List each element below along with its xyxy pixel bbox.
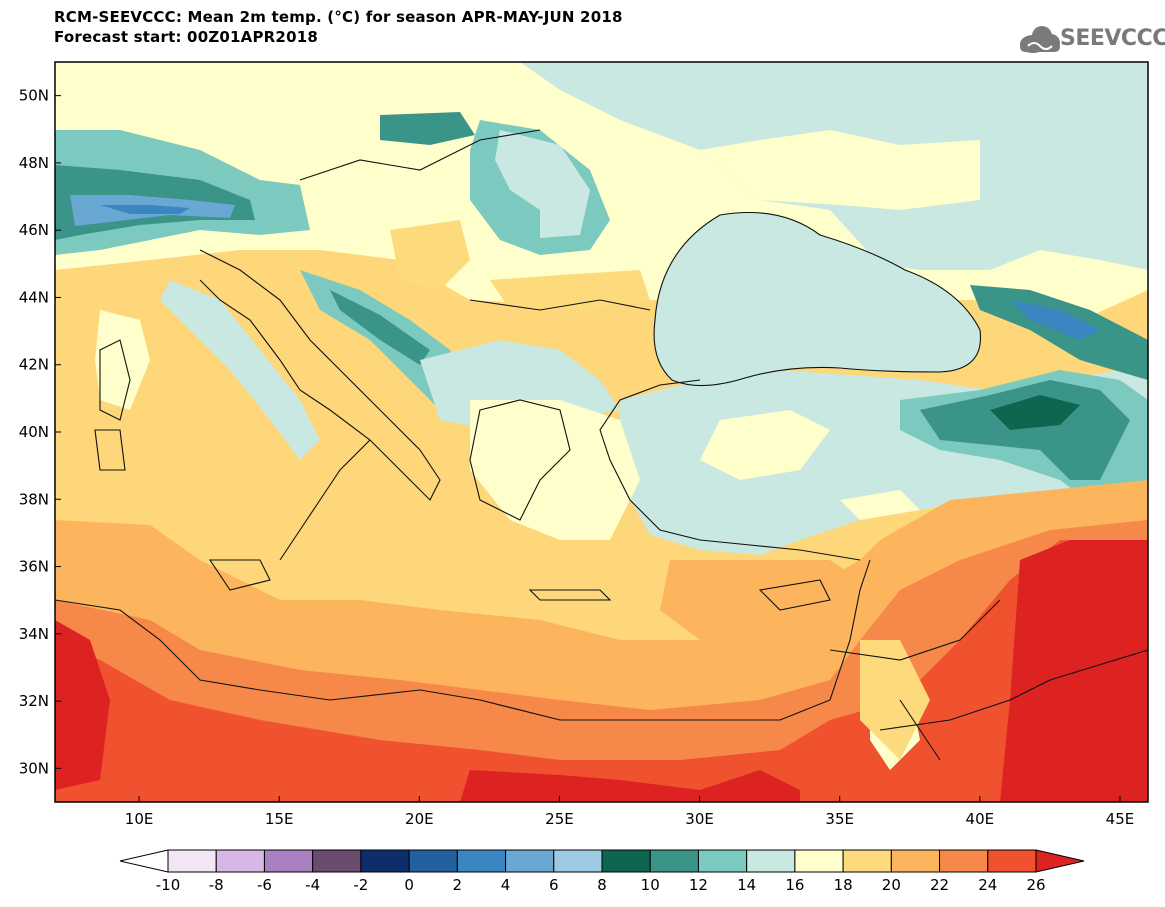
colorbar-label: -8 <box>209 876 224 894</box>
colorbar-label: 24 <box>978 876 997 894</box>
colorbar: -10 -8 -6 -4 -2 0 2 4 6 8 10 12 14 16 18 20 22 24 26 <box>119 849 1085 894</box>
colorbar-label: 2 <box>453 876 463 894</box>
colorbar-swatch <box>601 849 651 873</box>
colorbar-label: 6 <box>549 876 559 894</box>
map-title: RCM-SEEVCCC: Mean 2m temp. (°C) for seas… <box>54 8 623 26</box>
colorbar-label: 10 <box>641 876 660 894</box>
lon-tick-label: 25E <box>545 810 574 828</box>
colorbar-label: 0 <box>404 876 414 894</box>
colorbar-swatch <box>794 849 844 873</box>
colorbar-under-arrow <box>119 849 169 873</box>
lat-tick-label: 34N <box>19 625 49 643</box>
temperature-field <box>55 62 1148 802</box>
colorbar-over-arrow <box>1035 849 1085 873</box>
lon-tick-label: 40E <box>966 810 995 828</box>
lon-tick-label: 35E <box>825 810 854 828</box>
lat-tick-label: 40N <box>19 423 49 441</box>
coastlines <box>55 129 1148 761</box>
lat-tick-label: 36N <box>19 558 49 576</box>
colorbar-swatch <box>939 849 989 873</box>
colorbar-label: 26 <box>1026 876 1045 894</box>
colorbar-swatch <box>360 849 410 873</box>
lat-tick-label: 30N <box>19 759 49 777</box>
colorbar-label: -2 <box>353 876 368 894</box>
colorbar-label: -4 <box>305 876 320 894</box>
lon-tick-label: 30E <box>685 810 714 828</box>
lon-tick-label: 10E <box>125 810 154 828</box>
longitude-axis: 10E 15E 20E 25E 30E 35E 40E 45E <box>125 796 1134 828</box>
colorbar-label: 4 <box>501 876 511 894</box>
colorbar-swatch <box>408 849 458 873</box>
colorbar-swatch <box>890 849 941 873</box>
lon-tick-label: 15E <box>265 810 294 828</box>
forecast-start-label: Forecast start: 00Z01APR2018 <box>54 28 318 46</box>
colorbar-swatch <box>553 849 603 873</box>
lat-tick-label: 42N <box>19 356 49 374</box>
lon-tick-label: 20E <box>405 810 434 828</box>
logo-text: SEEVCCC <box>1060 26 1165 51</box>
colorbar-swatch <box>987 849 1037 873</box>
colorbar-swatch <box>842 849 892 873</box>
colorbar-label: 20 <box>882 876 901 894</box>
colorbar-label: 14 <box>737 876 756 894</box>
lat-tick-label: 32N <box>19 692 49 710</box>
colorbar-label: 18 <box>834 876 853 894</box>
colorbar-swatch <box>746 849 796 873</box>
lon-tick-label: 45E <box>1106 810 1135 828</box>
lat-tick-label: 38N <box>19 490 49 508</box>
colorbar-label: -10 <box>156 876 181 894</box>
colorbar-swatch <box>505 849 555 873</box>
colorbar-swatch <box>312 849 362 873</box>
lat-tick-label: 46N <box>19 221 49 239</box>
colorbar-swatch <box>456 849 507 873</box>
colorbar-swatch <box>167 849 217 873</box>
colorbar-swatch <box>649 849 699 873</box>
lat-tick-label: 48N <box>19 154 49 172</box>
latitude-axis: 30N 32N 34N 36N 38N 40N 42N 44N 46N 48N 50N <box>19 87 61 777</box>
colorbar-swatch <box>697 849 748 873</box>
lat-tick-label: 44N <box>19 288 49 306</box>
colorbar-swatch <box>215 849 265 873</box>
lat-tick-label: 50N <box>19 87 49 105</box>
colorbar-swatch <box>263 849 314 873</box>
colorbar-label: -6 <box>257 876 272 894</box>
colorbar-label: 16 <box>785 876 804 894</box>
logo <box>1020 26 1060 53</box>
colorbar-label: 12 <box>689 876 708 894</box>
colorbar-label: 22 <box>930 876 949 894</box>
colorbar-label: 8 <box>597 876 607 894</box>
